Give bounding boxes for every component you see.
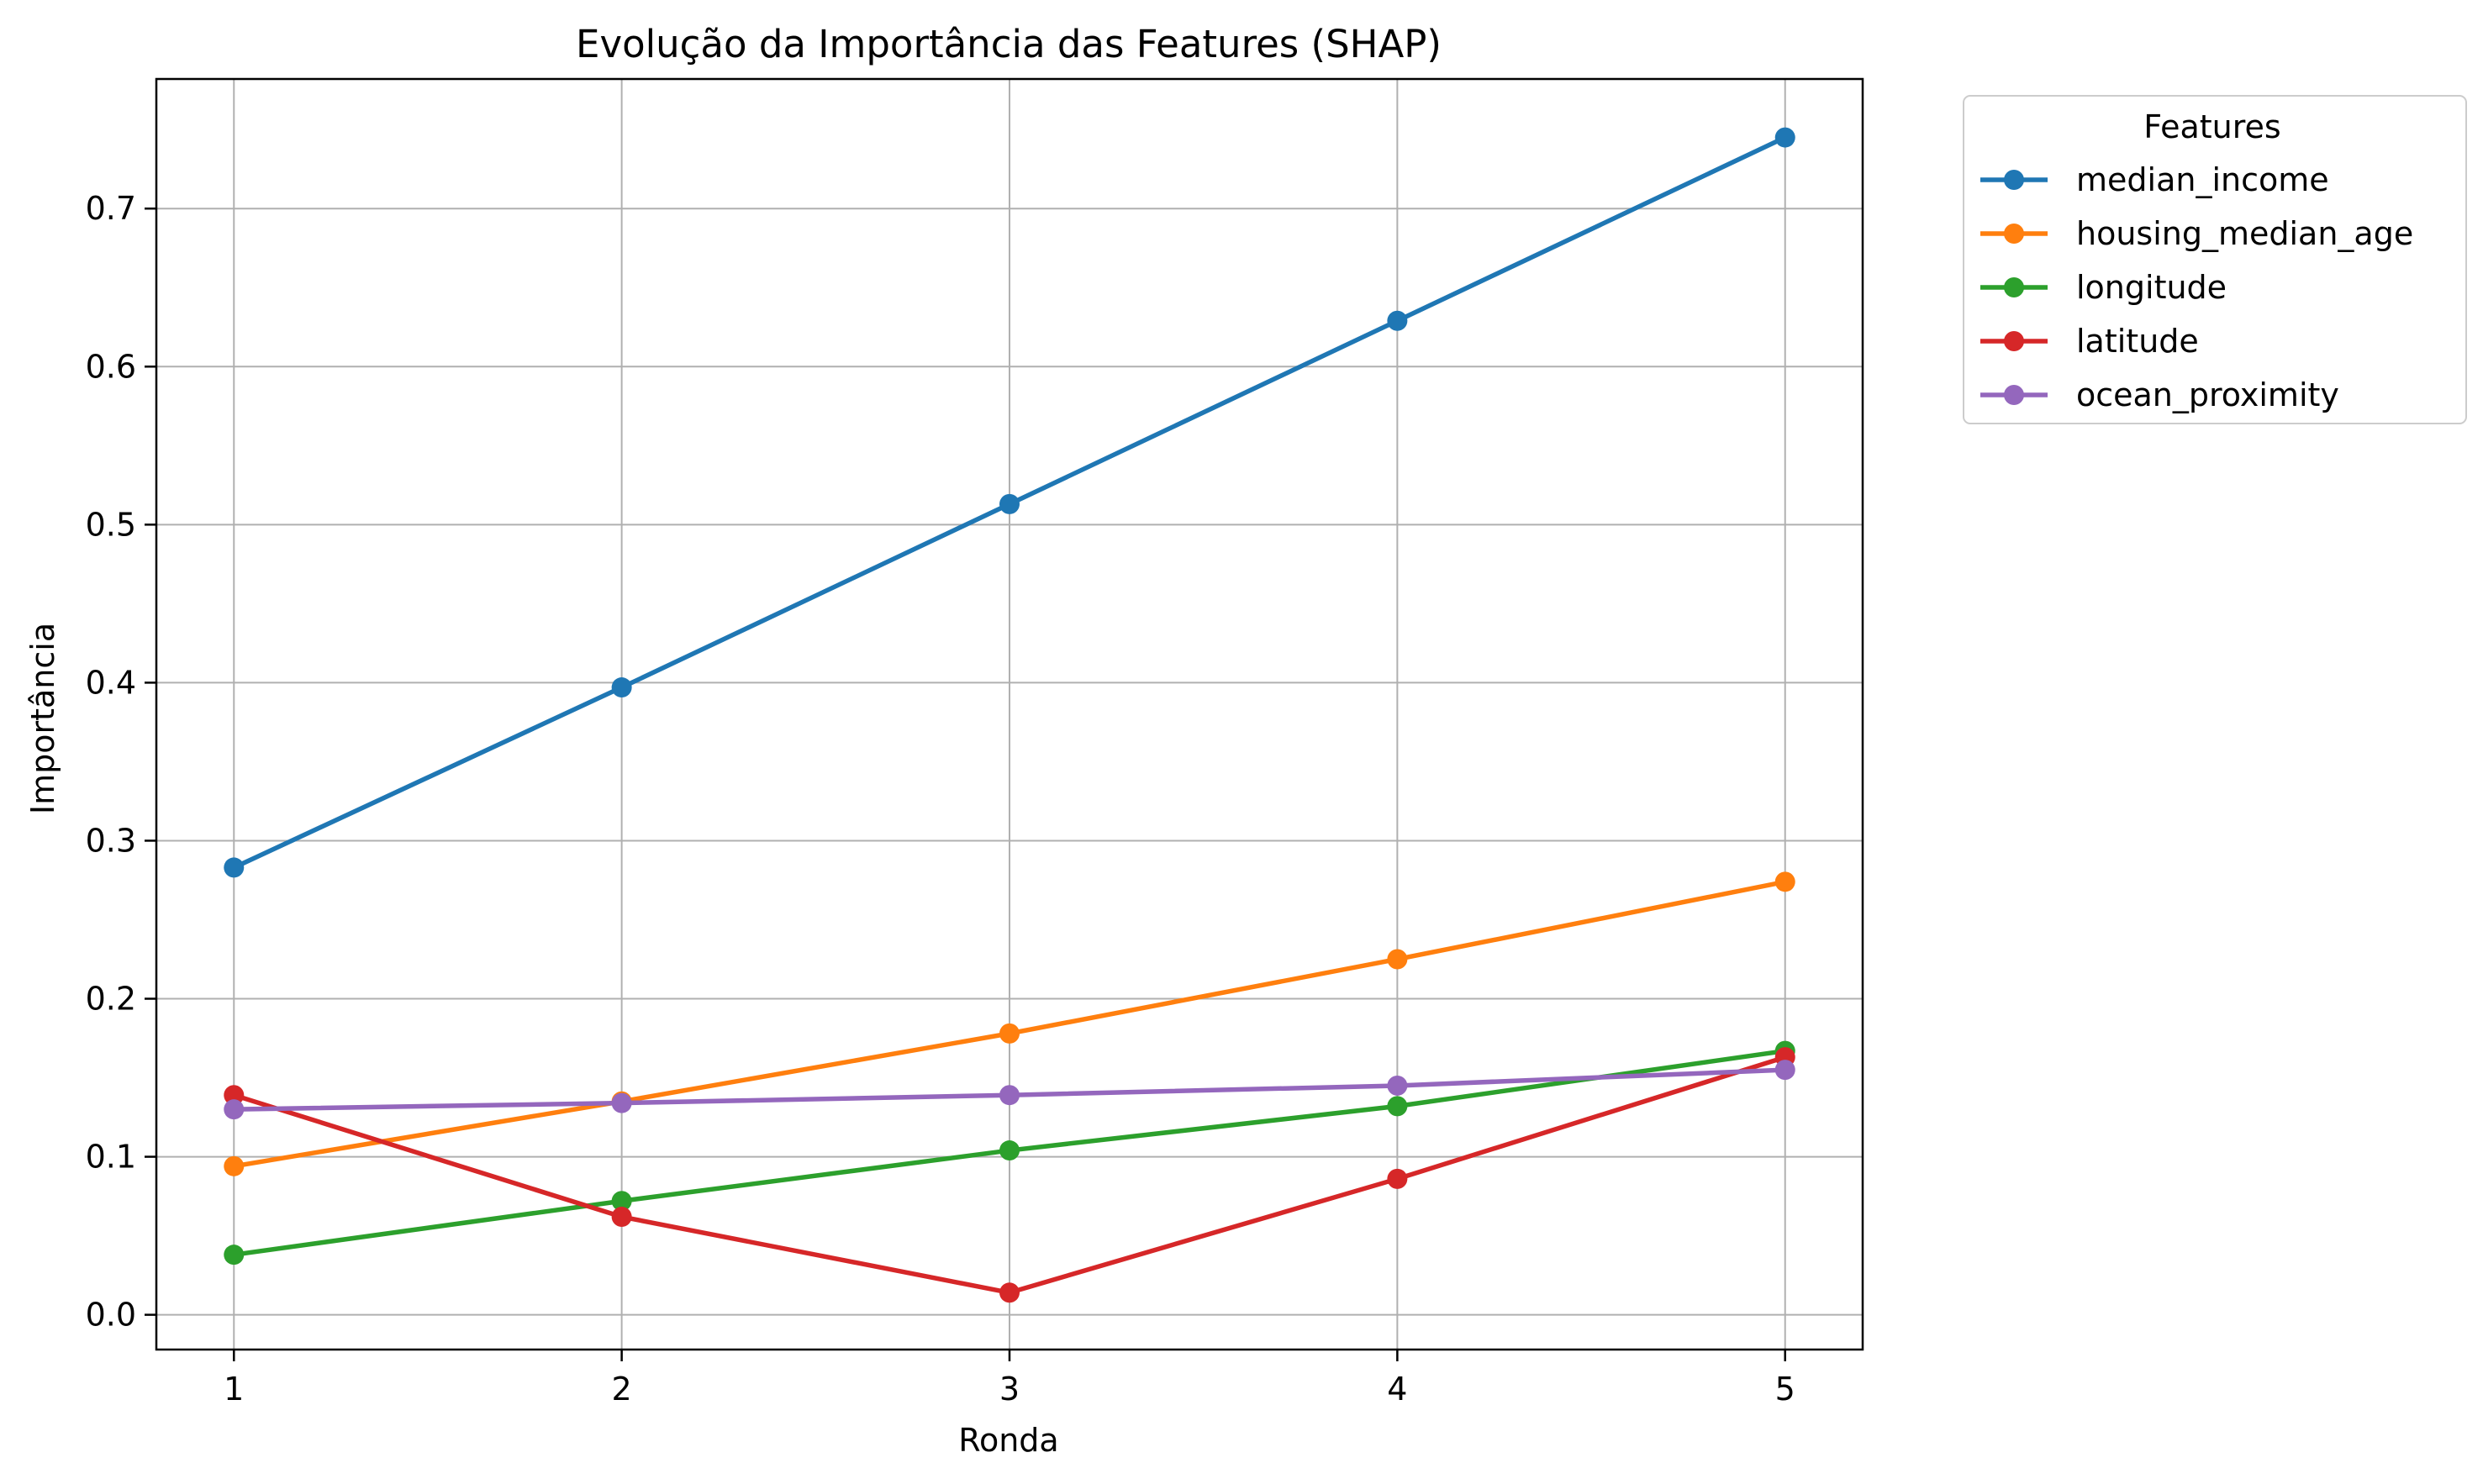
data-point (224, 1245, 245, 1266)
legend-item: ocean_proximity (1980, 376, 2339, 413)
data-point (611, 677, 632, 698)
data-point (1774, 1060, 1795, 1081)
y-tick-label: 0.5 (86, 506, 136, 543)
legend-item: housing_median_age (1980, 215, 2413, 252)
legend-label: housing_median_age (2076, 215, 2413, 252)
legend-item: longitude (1980, 269, 2227, 306)
chart-title: Evolução da Importância das Features (SH… (576, 22, 1442, 66)
x-tick-label: 3 (999, 1371, 1020, 1408)
legend-label: latitude (2076, 323, 2199, 360)
legend-label: longitude (2076, 269, 2227, 306)
legend-marker (2004, 224, 2024, 244)
data-point (1774, 871, 1795, 892)
data-point (999, 1282, 1020, 1303)
data-point (1387, 1168, 1408, 1189)
data-point (224, 857, 245, 878)
x-tick-label: 1 (224, 1371, 244, 1408)
legend-marker (2004, 385, 2024, 405)
series-median_income (224, 127, 1795, 878)
data-point (999, 1085, 1020, 1106)
y-tick-label: 0.2 (86, 981, 136, 1018)
legend: Features median_income housing_median_age… (1963, 95, 2467, 424)
grid-lines (156, 79, 1863, 1350)
y-tick-label: 0.1 (86, 1139, 136, 1176)
y-tick-label: 0.4 (86, 664, 136, 701)
data-point (611, 1207, 632, 1228)
x-tick-label: 2 (612, 1371, 632, 1408)
data-point (611, 1092, 632, 1113)
legend-item: latitude (1980, 323, 2199, 360)
axis-ticks: 1 2 3 4 5 0.0 0.1 0.2 0.3 0.4 0.5 0.6 0.7 (86, 190, 1795, 1408)
series-longitude (224, 1040, 1795, 1266)
y-tick-label: 0.3 (86, 822, 136, 859)
legend-item: median_income (1980, 161, 2329, 198)
data-point (1387, 310, 1408, 331)
legend-marker (2004, 277, 2024, 297)
legend-title: Features (2143, 108, 2280, 145)
data-point (224, 1155, 245, 1176)
y-axis-title: Importância (24, 623, 61, 814)
x-tick-label: 5 (1775, 1371, 1795, 1408)
data-point (999, 493, 1020, 514)
legend-marker (2004, 170, 2024, 190)
data-point (1387, 1096, 1408, 1117)
data-point (999, 1140, 1020, 1161)
legend-frame (1963, 95, 2467, 424)
data-point (1387, 949, 1408, 970)
data-point (999, 1023, 1020, 1044)
y-tick-label: 0.7 (86, 190, 136, 227)
legend-items: median_income housing_median_age longitude… (1980, 161, 2413, 413)
x-axis-title: Ronda (958, 1422, 1058, 1459)
series-latitude (224, 1047, 1795, 1303)
data-point (1774, 127, 1795, 148)
data-point (224, 1085, 245, 1106)
legend-label: ocean_proximity (2076, 376, 2339, 413)
legend-label: median_income (2076, 161, 2329, 198)
y-tick-label: 0.0 (86, 1297, 136, 1334)
series-ocean_proximity (224, 1060, 1795, 1120)
x-tick-label: 4 (1387, 1371, 1407, 1408)
series-layer (224, 127, 1795, 1303)
data-point (224, 1099, 245, 1120)
legend-marker (2004, 331, 2024, 351)
data-point (611, 1191, 632, 1212)
data-point (1387, 1075, 1408, 1096)
y-tick-label: 0.6 (86, 348, 136, 385)
